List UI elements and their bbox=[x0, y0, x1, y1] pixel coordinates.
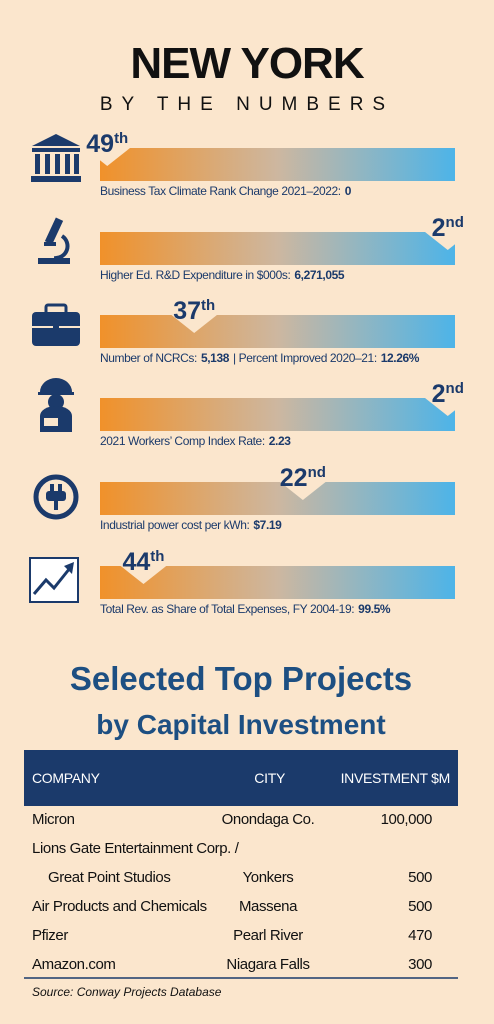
rank-suffix: nd bbox=[308, 464, 326, 481]
company: Micron bbox=[32, 811, 75, 828]
rank-notch bbox=[119, 565, 168, 584]
caption: 2021 Workers’ Comp Index Rate: 2.23 bbox=[100, 434, 291, 448]
rank-label: 37th bbox=[173, 297, 215, 325]
city: Niagara Falls bbox=[226, 956, 309, 973]
bar bbox=[100, 482, 455, 515]
rank-number: 44 bbox=[122, 548, 150, 576]
investment: 500 bbox=[408, 869, 432, 886]
company: Air Products and Chemicals bbox=[32, 898, 207, 915]
caption-label: Number of NCRCs: bbox=[100, 351, 197, 365]
caption-value: 6,271,055 bbox=[294, 268, 345, 282]
investment: 300 bbox=[408, 956, 432, 973]
rank-number: 2 bbox=[432, 214, 446, 242]
subtitle: BY THE NUMBERS bbox=[100, 94, 394, 115]
projects-title: Selected Top Projects bbox=[70, 660, 412, 697]
caption-label: Industrial power cost per kWh: bbox=[100, 518, 249, 532]
caption-label: Total Rev. as Share of Total Expenses, F… bbox=[100, 602, 354, 616]
source: Source: Conway Projects Database bbox=[32, 985, 222, 999]
caption-value: 0 bbox=[345, 184, 352, 198]
rank-label: 2nd bbox=[432, 214, 464, 242]
rank-suffix: th bbox=[114, 130, 128, 147]
projects-subtitle: by Capital Investment bbox=[96, 709, 385, 740]
rank-label: 49th bbox=[86, 130, 128, 158]
city: Pearl River bbox=[233, 927, 303, 944]
rank-suffix: th bbox=[201, 297, 215, 314]
caption-label: Higher Ed. R&D Expenditure in $000s: bbox=[100, 268, 290, 282]
caption-label: Business Tax Climate Rank Change 2021–20… bbox=[100, 184, 341, 198]
rank-number: 37 bbox=[173, 297, 201, 325]
caption: Higher Ed. R&D Expenditure in $000s: 6,27… bbox=[100, 268, 345, 282]
rank-notch bbox=[83, 147, 132, 166]
rank-notch bbox=[423, 397, 472, 416]
rank-number: 49 bbox=[86, 130, 114, 158]
company: Amazon.com bbox=[32, 956, 116, 973]
company: Pfizer bbox=[32, 927, 68, 944]
bar bbox=[100, 398, 455, 431]
city: Onondaga Co. bbox=[222, 811, 315, 828]
caption: Business Tax Climate Rank Change 2021–20… bbox=[100, 184, 352, 198]
rank-suffix: nd bbox=[446, 380, 464, 397]
title: NEW YORK bbox=[130, 39, 364, 88]
city: Massena bbox=[239, 898, 298, 915]
caption-value: 99.5% bbox=[358, 602, 391, 616]
rank-number: 2 bbox=[432, 380, 446, 408]
column-header: CITY bbox=[254, 770, 286, 786]
table-header bbox=[24, 750, 458, 806]
rank-number: 22 bbox=[280, 464, 308, 492]
bar bbox=[100, 315, 455, 348]
rank-notch bbox=[170, 314, 219, 333]
rank-label: 22nd bbox=[280, 464, 326, 492]
rank-notch bbox=[423, 231, 472, 250]
microscope-icon bbox=[38, 217, 70, 264]
caption: Number of NCRCs: 5,138 | Percent Improved … bbox=[100, 351, 420, 365]
company: Lions Gate Entertainment Corp. / bbox=[32, 840, 240, 857]
caption: Total Rev. as Share of Total Expenses, F… bbox=[100, 602, 391, 616]
rank-suffix: th bbox=[150, 548, 164, 565]
company: Great Point Studios bbox=[48, 869, 170, 886]
bank-icon bbox=[31, 134, 81, 182]
column-header: INVESTMENT $M bbox=[341, 770, 450, 786]
rank-label: 44th bbox=[122, 548, 164, 576]
icons bbox=[29, 134, 81, 603]
caption-value: 2.23 bbox=[269, 434, 291, 448]
investment: 100,000 bbox=[381, 811, 432, 828]
city: Yonkers bbox=[243, 869, 294, 886]
caption: Industrial power cost per kWh: $7.19 bbox=[100, 518, 282, 532]
power-icon bbox=[33, 474, 79, 520]
table: COMPANY CITY INVESTMENT $M Micron Onondaga C… bbox=[32, 770, 450, 973]
investment: 500 bbox=[408, 898, 432, 915]
rank-suffix: nd bbox=[446, 214, 464, 231]
briefcase-icon bbox=[32, 303, 80, 346]
worker-icon bbox=[38, 378, 74, 432]
column-header: COMPANY bbox=[32, 770, 101, 786]
caption-value: $7.19 bbox=[253, 518, 282, 532]
rank-notch bbox=[278, 481, 327, 500]
caption-value: 12.26% bbox=[381, 351, 420, 365]
rank-label: 2nd bbox=[432, 380, 464, 408]
caption-label: 2021 Workers’ Comp Index Rate: bbox=[100, 434, 265, 448]
caption-value: 5,138 bbox=[201, 351, 230, 365]
growth-icon bbox=[29, 557, 79, 603]
bar bbox=[100, 148, 455, 181]
investment: 470 bbox=[408, 927, 432, 944]
caption-label: | Percent Improved 2020–21: bbox=[233, 351, 377, 365]
bar bbox=[100, 232, 455, 265]
